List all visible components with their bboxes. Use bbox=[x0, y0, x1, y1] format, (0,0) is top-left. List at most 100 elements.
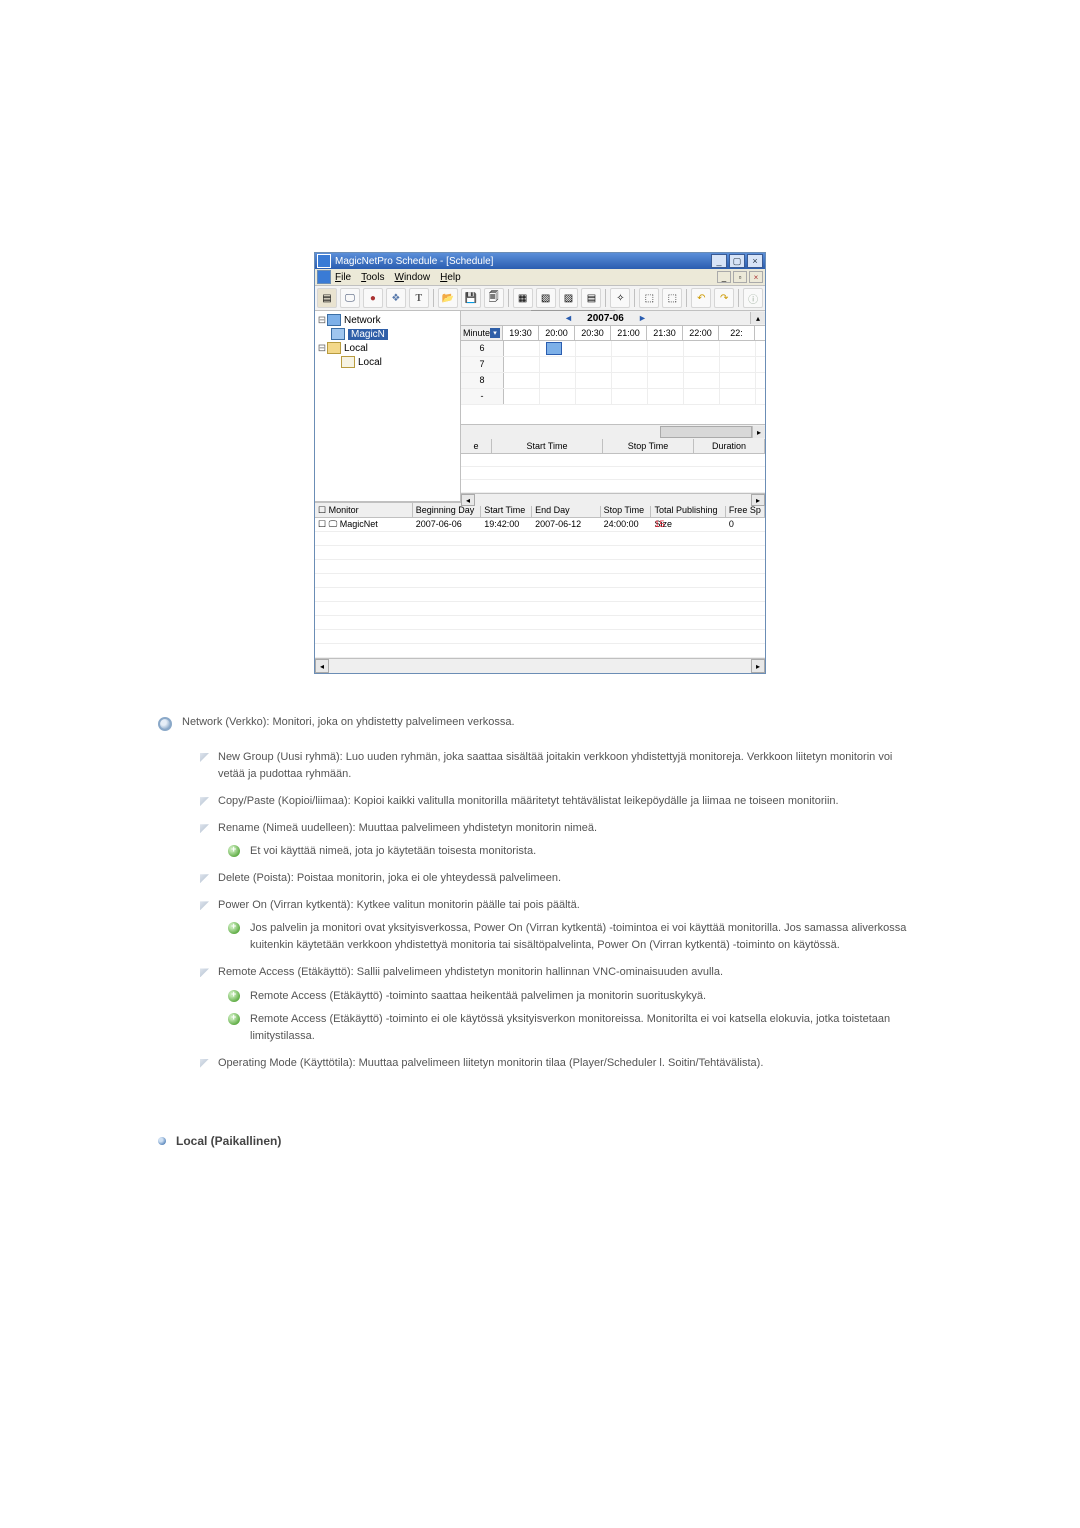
doc-subitem: Remote Access (Etäkäyttö) -toiminto saat… bbox=[228, 988, 918, 1005]
date-prev-button[interactable]: ◄ bbox=[562, 313, 576, 323]
mdi-icon bbox=[317, 270, 331, 284]
network-icon bbox=[327, 314, 341, 326]
timeline-row: 7 bbox=[461, 357, 765, 373]
tool-icon-12[interactable]: ✧ bbox=[610, 288, 630, 308]
tree-node-local1[interactable]: ⊟ Local bbox=[317, 341, 460, 355]
doc-item: Remote Access (Etäkäyttö): Sallii palvel… bbox=[200, 964, 918, 1044]
timeline: Minute▾19:3020:0020:3021:0021:3022:0022:… bbox=[461, 326, 765, 424]
folder-icon bbox=[327, 342, 341, 354]
time-column-header: 22: bbox=[719, 326, 755, 340]
doc-item: New Group (Uusi ryhmä): Luo uuden ryhmän… bbox=[200, 749, 918, 783]
minimize-button[interactable]: _ bbox=[711, 254, 727, 268]
app-icon bbox=[317, 254, 331, 268]
tool-icon-9[interactable]: ▧ bbox=[536, 288, 556, 308]
menu-tools[interactable]: Tools bbox=[361, 272, 384, 283]
time-column-header: 19:30 bbox=[503, 326, 539, 340]
tree-label-selected: MagicN bbox=[348, 329, 388, 340]
doc-item: Power On (Virran kytkentä): Kytkee valit… bbox=[200, 897, 918, 954]
doc-item: Rename (Nimeä uudelleen): Muuttaa palvel… bbox=[200, 820, 918, 860]
detail-header: Duration bbox=[694, 439, 765, 453]
tool-icon-4[interactable]: ❖ bbox=[386, 288, 406, 308]
scroll-right-button[interactable]: ▸ bbox=[752, 426, 765, 438]
tool-icon-11[interactable]: ▤ bbox=[581, 288, 601, 308]
doc-item: Copy/Paste (Kopioi/liimaa): Kopioi kaikk… bbox=[200, 793, 918, 810]
table-scroll-left[interactable]: ◂ bbox=[315, 659, 329, 673]
documentation: Network (Verkko): Monitori, joka on yhdi… bbox=[158, 714, 918, 1150]
time-column-header: 22:00 bbox=[683, 326, 719, 340]
monitor-icon bbox=[331, 328, 345, 340]
table-cell: 2007-06-12 bbox=[532, 518, 600, 531]
tree-label: Local bbox=[358, 357, 382, 368]
date-next-button[interactable]: ► bbox=[636, 313, 650, 323]
timeline-row: - bbox=[461, 389, 765, 405]
tool-undo-icon[interactable]: ↶ bbox=[691, 288, 711, 308]
bullet-icon bbox=[158, 717, 172, 731]
tool-icon-1[interactable]: ▤ bbox=[317, 288, 337, 308]
timeline-hscroll[interactable]: ▸ bbox=[461, 424, 765, 439]
tree-node-network[interactable]: ⊟ Network bbox=[317, 313, 460, 327]
doc-intro: Network (Verkko): Monitori, joka on yhdi… bbox=[182, 714, 515, 731]
mdi-close-button[interactable]: × bbox=[749, 271, 763, 283]
timeline-row: 6 bbox=[461, 341, 765, 357]
mdi-minimize-button[interactable]: _ bbox=[717, 271, 731, 283]
table-header[interactable]: ☐ Monitor bbox=[315, 503, 413, 517]
tool-redo-icon[interactable]: ↷ bbox=[714, 288, 734, 308]
doc-item: Operating Mode (Käyttötila): Muuttaa pal… bbox=[200, 1055, 918, 1072]
menu-window[interactable]: Window bbox=[394, 272, 430, 283]
tool-icon-7[interactable]: 🗐 bbox=[484, 288, 504, 308]
tree-label: Network bbox=[344, 315, 381, 326]
table-cell: 15 bbox=[652, 518, 726, 531]
tool-text-icon[interactable]: T bbox=[409, 288, 429, 308]
tool-icon-10[interactable]: ▨ bbox=[559, 288, 579, 308]
maximize-button[interactable]: ▢ bbox=[729, 254, 745, 268]
schedule-block[interactable] bbox=[546, 342, 562, 355]
tool-icon-5[interactable]: 📂 bbox=[438, 288, 458, 308]
tool-icon-8[interactable]: ▦ bbox=[513, 288, 533, 308]
doc-subitem: Remote Access (Etäkäyttö) -toiminto ei o… bbox=[228, 1011, 918, 1045]
date-bar: ◄ 2007-06 ► ▴ bbox=[461, 311, 765, 326]
table-cell[interactable]: ☐ 🖵 MagicNet bbox=[315, 518, 413, 531]
timeline-row: 8 bbox=[461, 373, 765, 389]
toolbar: ▤ 🖵 ● ❖ T 📂 💾 🗐 ▦ ▧ ▨ ▤ ✧ ⬚ ⬚ ↶ ↷ ⓘ bbox=[315, 286, 765, 311]
window-title: MagicNetPro Schedule - [Schedule] bbox=[335, 256, 709, 267]
detail-scroll-left[interactable]: ◂ bbox=[461, 494, 475, 506]
detail-grid: eStart TimeStop TimeDuration ◂ ▸ bbox=[461, 439, 765, 501]
folder-icon bbox=[341, 356, 355, 368]
table-cell: 0 bbox=[726, 518, 765, 531]
tool-icon-13[interactable]: ⬚ bbox=[639, 288, 659, 308]
tree-node-selected[interactable]: MagicN bbox=[317, 327, 460, 341]
detail-header: Stop Time bbox=[603, 439, 694, 453]
app-window: MagicNetPro Schedule - [Schedule] _ ▢ × … bbox=[314, 252, 766, 674]
table-scroll-right[interactable]: ▸ bbox=[751, 659, 765, 673]
doc-item: Delete (Poista): Poistaa monitorin, joka… bbox=[200, 870, 918, 887]
table-cell: 19:42:00 bbox=[481, 518, 532, 531]
menu-file[interactable]: File bbox=[335, 272, 351, 283]
table-cell: 2007-06-06 bbox=[413, 518, 481, 531]
minute-dropdown[interactable]: Minute▾ bbox=[461, 326, 503, 340]
detail-header: e bbox=[461, 439, 492, 453]
time-column-header: 21:30 bbox=[647, 326, 683, 340]
tool-icon-3[interactable]: ● bbox=[363, 288, 383, 308]
time-column-header: 20:00 bbox=[539, 326, 575, 340]
mdi-restore-button[interactable]: ▫ bbox=[733, 271, 747, 283]
detail-scroll-right[interactable]: ▸ bbox=[751, 494, 765, 506]
tool-info-icon[interactable]: ⓘ bbox=[743, 288, 763, 308]
tool-icon-14[interactable]: ⬚ bbox=[662, 288, 682, 308]
monitor-table: ☐ MonitorBeginning DayStart TimeEnd DayS… bbox=[315, 502, 765, 673]
schedule-pane: ◄ 2007-06 ► ▴ Minute▾19:3020:0020:3021:0… bbox=[461, 311, 765, 501]
tree-pane: ⊟ Network MagicN ⊟ Local Local bbox=[315, 311, 461, 501]
menu-help[interactable]: Help bbox=[440, 272, 461, 283]
close-button[interactable]: × bbox=[747, 254, 763, 268]
table-cell: 24:00:00 bbox=[601, 518, 652, 531]
tool-icon-6[interactable]: 💾 bbox=[461, 288, 481, 308]
doc-subitem: Jos palvelin ja monitori ovat yksityisve… bbox=[228, 920, 918, 954]
time-column-header: 21:00 bbox=[611, 326, 647, 340]
time-column-header: 20:30 bbox=[575, 326, 611, 340]
tree-node-local2[interactable]: Local bbox=[317, 355, 460, 369]
local-heading: Local (Paikallinen) bbox=[158, 1132, 918, 1151]
scroll-up-button[interactable]: ▴ bbox=[750, 312, 765, 324]
titlebar: MagicNetPro Schedule - [Schedule] _ ▢ × bbox=[315, 253, 765, 269]
tool-icon-2[interactable]: 🖵 bbox=[340, 288, 360, 308]
local-heading-label: Local (Paikallinen) bbox=[176, 1132, 281, 1151]
tree-label: Local bbox=[344, 343, 368, 354]
